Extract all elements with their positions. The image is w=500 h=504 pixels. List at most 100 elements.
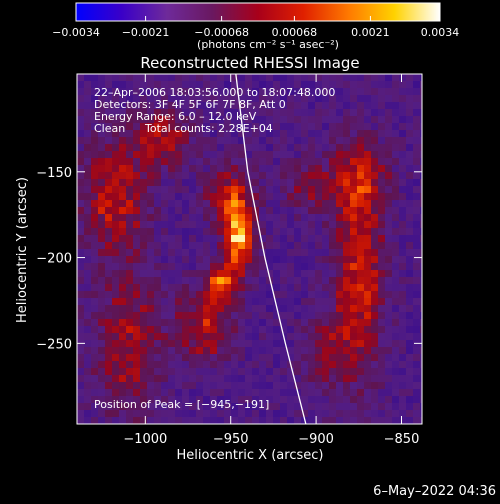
heatmap-cell (231, 88, 239, 96)
heatmap-cell (84, 382, 92, 390)
heatmap-cell (392, 172, 400, 180)
heatmap-cell (420, 81, 422, 89)
heatmap-cell (259, 410, 267, 418)
heatmap-cell (168, 207, 176, 215)
heatmap-cell (259, 102, 267, 110)
heatmap-cell (224, 214, 232, 222)
heatmap-cell (210, 88, 218, 96)
heatmap-cell (406, 305, 414, 313)
heatmap-cell (287, 410, 295, 418)
heatmap-cell (266, 340, 274, 348)
heatmap-cell (350, 123, 358, 131)
heatmap-cell (182, 326, 190, 334)
heatmap-cell (294, 256, 302, 264)
heatmap-cell (350, 256, 358, 264)
heatmap-cell (329, 242, 337, 250)
heatmap-cell (259, 144, 267, 152)
heatmap-cell (182, 179, 190, 187)
heatmap-cell (259, 214, 267, 222)
heatmap-cell (287, 123, 295, 131)
heatmap-cell (294, 179, 302, 187)
heatmap-cell (84, 277, 92, 285)
heatmap-cell (231, 81, 239, 89)
heatmap-cell (231, 396, 239, 404)
heatmap-cell (357, 221, 365, 229)
heatmap-cell (238, 74, 246, 82)
heatmap-cell (406, 263, 414, 271)
heatmap-cell (133, 417, 141, 424)
heatmap-cell (203, 130, 211, 138)
plot-frame (76, 73, 423, 425)
heatmap-cell (119, 144, 127, 152)
heatmap-cell (119, 270, 127, 278)
heatmap-cell (182, 270, 190, 278)
heatmap-cell (378, 382, 386, 390)
heatmap-cell (357, 382, 365, 390)
heatmap-cell (98, 382, 106, 390)
heatmap-cell (217, 95, 225, 103)
heatmap-cell (308, 158, 316, 166)
heatmap-cell (189, 88, 197, 96)
heatmap-cell (287, 165, 295, 173)
heatmap-cell (252, 347, 260, 355)
heatmap-cell (385, 186, 393, 194)
heatmap-cell (77, 172, 85, 180)
colorbar: −0.0034 −0.0021 −0.00068 0.00068 0.0021 0.003… (52, 2, 459, 51)
heatmap-cell (133, 109, 141, 117)
heatmap-cell (273, 284, 281, 292)
heatmap-cell (329, 186, 337, 194)
heatmap-cell (371, 298, 379, 306)
heatmap-cell (280, 340, 288, 348)
heatmap-cell (182, 95, 190, 103)
heatmap-cell (294, 235, 302, 243)
heatmap-cell (196, 193, 204, 201)
heatmap-cell (329, 361, 337, 369)
heatmap-cell (280, 130, 288, 138)
heatmap-cell (238, 214, 246, 222)
heatmap-cell (287, 340, 295, 348)
heatmap-cell (420, 249, 422, 257)
heatmap-cell (336, 186, 344, 194)
heatmap-cell (371, 95, 379, 103)
heatmap-cell (245, 256, 253, 264)
heatmap-cell (84, 361, 92, 369)
heatmap-cell (385, 326, 393, 334)
heatmap-cell (175, 249, 183, 257)
heatmap-cell (161, 375, 169, 383)
heatmap-cell (84, 375, 92, 383)
heatmap-cell (294, 172, 302, 180)
heatmap-cell (112, 312, 120, 320)
heatmap-cell (399, 340, 407, 348)
heatmap-cell (315, 88, 323, 96)
heatmap-cell (147, 333, 155, 341)
heatmap-cell (301, 242, 309, 250)
heatmap-cell (91, 81, 99, 89)
heatmap-cell (196, 375, 204, 383)
heatmap-cell (420, 242, 422, 250)
heatmap-cell (329, 389, 337, 397)
heatmap-cell (287, 354, 295, 362)
heatmap-cell (224, 319, 232, 327)
heatmap-cell (175, 193, 183, 201)
heatmap-cell (168, 158, 176, 166)
heatmap-cell (217, 256, 225, 264)
annotation-energy-range: Energy Range: 6.0 – 12.0 keV (94, 110, 257, 123)
heatmap-cell (350, 326, 358, 334)
heatmap-cell (364, 396, 372, 404)
heatmap-cell (280, 137, 288, 145)
heatmap-cell (189, 291, 197, 299)
heatmap-cell (378, 410, 386, 418)
heatmap-cell (420, 123, 422, 131)
heatmap-cell (210, 130, 218, 138)
heatmap-cell (147, 368, 155, 376)
heatmap-cell (112, 263, 120, 271)
heatmap-cell (252, 354, 260, 362)
heatmap-cell (112, 396, 120, 404)
heatmap-cell (84, 347, 92, 355)
heatmap-cell (294, 109, 302, 117)
heatmap-cell (154, 277, 162, 285)
heatmap-cell (189, 333, 197, 341)
heatmap-cell (112, 347, 120, 355)
heatmap-cell (378, 305, 386, 313)
heatmap-cell (385, 361, 393, 369)
